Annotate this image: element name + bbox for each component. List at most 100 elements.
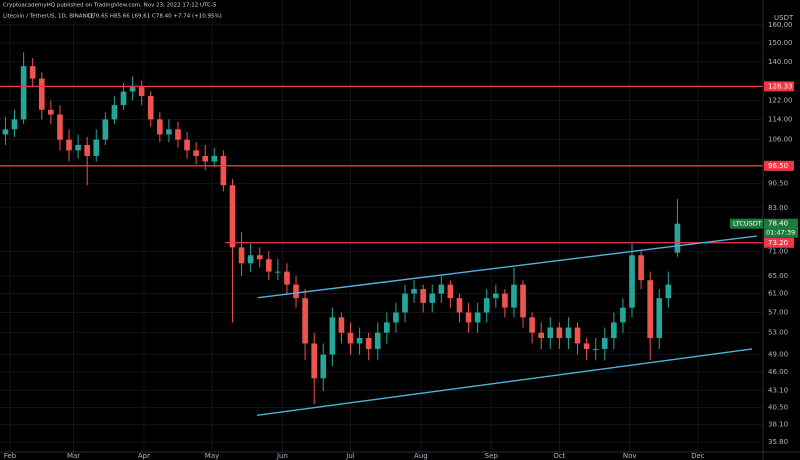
candle-body — [492, 293, 499, 299]
candle-body — [293, 284, 299, 299]
candle-body — [592, 348, 599, 350]
candle-body — [48, 109, 54, 115]
candle-body — [302, 298, 308, 344]
y-tick-label: 49.00 — [768, 351, 788, 359]
candle-body — [275, 271, 281, 273]
candle-body — [601, 338, 608, 349]
y-tick-label: 43.10 — [768, 386, 788, 394]
x-tick-label: Dec — [691, 452, 705, 460]
y-tick-label: 122.00 — [768, 96, 793, 104]
candle-body — [147, 95, 154, 120]
candle-body — [511, 284, 517, 308]
publisher: CryptoacademyHQ published on TradingView… — [3, 3, 217, 9]
candle-body — [474, 312, 481, 323]
candle-body — [102, 119, 109, 140]
y-tick-label: 65.00 — [768, 272, 788, 280]
candle-body — [229, 185, 236, 248]
candle-body — [565, 327, 572, 339]
candle-body — [411, 289, 417, 294]
price-tag-label: 73.20 — [768, 239, 788, 247]
candle-body — [620, 307, 626, 323]
price-tag — [764, 237, 794, 248]
candle-body — [538, 332, 545, 339]
candle-body — [157, 119, 163, 135]
y-tick-label: 150.00 — [768, 39, 793, 47]
candle-body — [483, 298, 490, 313]
y-tick-label: 71.00 — [768, 247, 788, 255]
candle-body — [29, 66, 36, 79]
candle-body — [129, 87, 136, 92]
currency: USDT — [774, 14, 794, 22]
y-tick-label: 46.00 — [768, 368, 788, 376]
price-tag-label: 96.50 — [768, 162, 788, 170]
y-tick-label: 83.00 — [768, 204, 788, 212]
candle-body — [629, 255, 635, 308]
x-tick-label: Jul — [345, 452, 355, 460]
y-tick-label: 114.00 — [768, 115, 793, 123]
candle-body — [465, 312, 472, 323]
x-tick-label: May — [205, 452, 219, 460]
candle-body — [674, 223, 681, 253]
candle-body — [202, 155, 209, 162]
candle-body — [520, 284, 526, 318]
candle-body — [547, 327, 554, 339]
y-tick-label: 90.50 — [768, 180, 788, 188]
candle-body — [638, 255, 644, 281]
candle-body — [402, 293, 408, 313]
candle-body — [120, 91, 127, 106]
candle-body — [647, 280, 653, 339]
candle-body — [265, 259, 272, 272]
candle-body — [11, 119, 18, 130]
x-tick-label: Mar — [67, 452, 80, 460]
candle-body — [220, 155, 227, 186]
candle-body — [447, 284, 454, 299]
candle-body — [374, 332, 381, 349]
candle-body — [284, 271, 290, 285]
plot — [0, 52, 763, 417]
y-tick-label: 106.00 — [768, 136, 793, 144]
y-tick-label: 57.00 — [768, 308, 788, 316]
candle-body — [57, 114, 63, 140]
candle-body — [356, 338, 363, 344]
candle-body — [238, 247, 245, 264]
candle-body — [556, 327, 563, 339]
y-tick-label: 61.00 — [768, 290, 788, 298]
candle-body — [175, 129, 181, 140]
ohlc: O70.65 H85.66 L69.61 C78.40 +7.74 (+10.9… — [88, 14, 222, 20]
price-tag-label: 128.33 — [768, 82, 793, 90]
candle-body — [574, 327, 581, 344]
candle-body — [583, 343, 590, 349]
candle-body — [529, 317, 535, 333]
candle-body — [138, 87, 145, 96]
candle-body — [611, 322, 617, 339]
candle-body — [329, 317, 336, 355]
candle-body — [2, 129, 9, 135]
candle-body — [347, 332, 354, 344]
candle-body — [320, 354, 327, 379]
candle-body — [338, 317, 345, 333]
candle-body — [184, 139, 190, 151]
candle-body — [66, 139, 72, 151]
x-tick-label: Apr — [138, 452, 150, 460]
x-tick-label: Sep — [485, 452, 499, 460]
candle-body — [111, 105, 118, 120]
candle-body — [247, 255, 254, 264]
x-tick-label: Aug — [414, 452, 428, 460]
x-tick-label: Nov — [623, 452, 637, 460]
axis: 35.80 38.10 40.50 43.10 46.00 49.00 53.00 57.00… — [4, 21, 798, 460]
candle-body — [193, 150, 199, 156]
x-tick-label: Jun — [276, 452, 288, 460]
candle-body — [665, 284, 672, 299]
candle-body — [93, 139, 100, 156]
candle-body — [211, 155, 218, 162]
symbol-label: LTCUSDT — [733, 220, 762, 228]
y-tick-label: 35.80 — [768, 438, 788, 446]
candle-body — [20, 66, 27, 120]
symbol-line: Litecoin / TetherUS, 1D, BINANCE — [3, 14, 94, 20]
candle-body — [384, 322, 390, 333]
candle-body — [393, 312, 399, 323]
candle-body — [256, 255, 263, 260]
y-tick-label: 160.00 — [768, 21, 793, 29]
price-tag — [764, 160, 794, 171]
